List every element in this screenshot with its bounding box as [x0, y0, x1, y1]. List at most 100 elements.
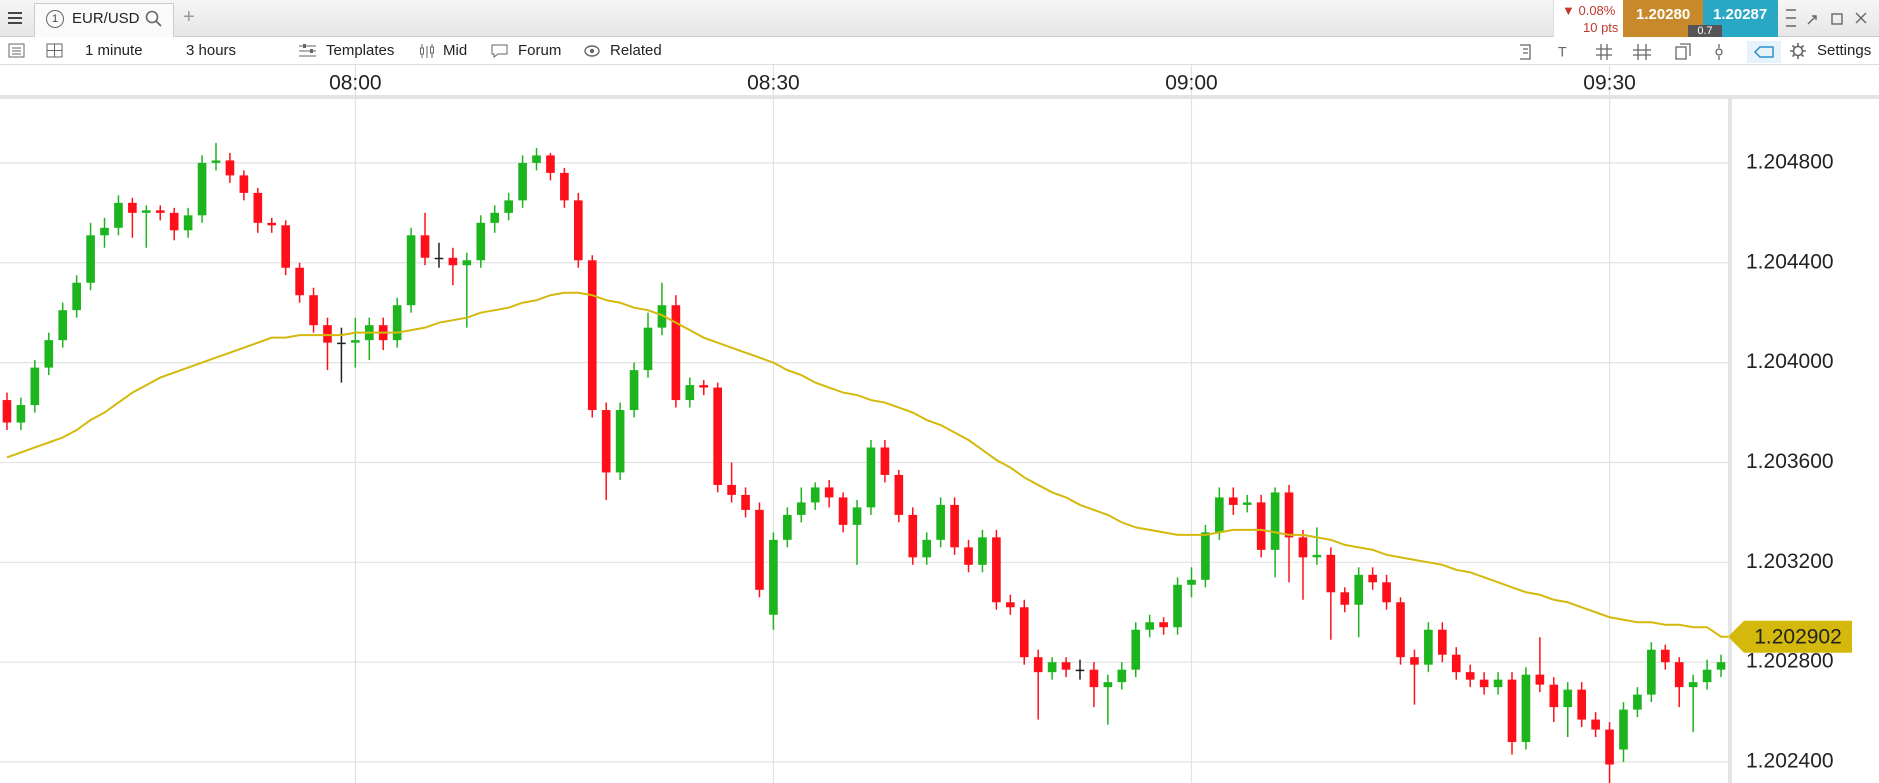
candle-body — [1660, 649, 1670, 663]
candle-body — [504, 200, 513, 213]
candle-body — [1396, 602, 1405, 658]
chart-tools[interactable]: T — [1510, 41, 1810, 63]
candle-body — [629, 370, 639, 411]
candle-body — [880, 447, 890, 475]
candle-body — [1019, 607, 1029, 658]
toolbar: 1 minute 3 hours Templates Mid Forum Rel… — [0, 37, 1879, 65]
candle-body — [755, 509, 764, 590]
change-pct: ▼ 0.08% — [1562, 3, 1616, 18]
candle-body — [1535, 674, 1545, 685]
candle-body — [1702, 669, 1712, 683]
candle-body — [1061, 662, 1071, 670]
axis-separator — [0, 95, 1879, 99]
candle-body — [2, 400, 12, 423]
tab-number: 1 — [46, 10, 64, 28]
candle-body — [518, 162, 527, 201]
forum[interactable]: Forum — [518, 42, 562, 59]
candle-body — [1145, 622, 1154, 630]
candle-body — [866, 447, 876, 508]
candle-body — [1173, 584, 1182, 628]
candle-body — [532, 155, 541, 163]
candle-body — [1089, 669, 1099, 688]
x-tick-label: 09:30 — [1583, 72, 1636, 95]
related[interactable]: Related — [610, 42, 662, 59]
candle-body — [1270, 492, 1280, 550]
ask-price: 1.20287 — [1713, 6, 1768, 23]
candle-body — [852, 507, 862, 525]
candle-body — [1228, 497, 1238, 505]
candle-body — [1117, 669, 1127, 683]
search-icon[interactable] — [145, 10, 163, 28]
candle-body — [1549, 684, 1559, 708]
templates[interactable]: Templates — [326, 42, 395, 59]
related-icon[interactable] — [584, 44, 602, 58]
candle-body — [1006, 602, 1015, 608]
candle-body — [769, 539, 778, 615]
candle-body — [1563, 689, 1573, 708]
candle-body — [462, 260, 472, 266]
price-type[interactable]: Mid — [443, 42, 468, 59]
top-bar: 1 EUR/USD + ▼ 0.08% 10 pts 1.20280 1.202… — [0, 0, 1879, 37]
candle-body — [671, 305, 681, 401]
y-tick-label: 1.204800 — [1746, 150, 1834, 173]
candle-body — [713, 387, 722, 485]
candle-body — [1633, 694, 1642, 710]
candle-body — [1368, 574, 1377, 583]
candle-body — [1688, 682, 1698, 688]
y-tick-label: 1.203600 — [1746, 450, 1834, 473]
candle-body — [894, 474, 904, 515]
x-tick-label: 09:00 — [1165, 72, 1218, 95]
candle-body — [1424, 629, 1433, 665]
interval[interactable]: 1 minute — [85, 42, 143, 59]
candle-body — [796, 502, 806, 515]
candle-body — [16, 405, 26, 423]
candle-body — [908, 514, 918, 558]
candle-body — [741, 494, 750, 510]
candle-body — [1340, 592, 1350, 605]
menu-icon[interactable] — [8, 11, 24, 25]
candle-body — [1382, 582, 1391, 603]
templates-icon[interactable] — [298, 43, 318, 59]
candle-body — [239, 175, 249, 193]
candle-body — [114, 202, 123, 228]
settings[interactable]: Settings — [1817, 42, 1872, 59]
candle-body — [1201, 532, 1210, 580]
y-tick-label: 1.204000 — [1746, 350, 1834, 373]
candle-body — [727, 484, 736, 495]
settings-icon[interactable] — [1790, 43, 1808, 61]
price-type-icon[interactable] — [418, 42, 436, 60]
y-tick-label: 1.202400 — [1746, 750, 1834, 773]
candle-body — [1242, 502, 1252, 505]
candle-body — [601, 410, 611, 473]
candle-body — [323, 325, 332, 343]
candle-body — [1354, 574, 1364, 605]
x-tick-label: 08:30 — [747, 72, 800, 95]
candle-body — [1103, 682, 1113, 688]
layout-icon[interactable] — [46, 43, 64, 59]
candle-body — [1312, 554, 1322, 558]
change-box — [1553, 0, 1624, 37]
candle-body — [936, 504, 945, 540]
candle-body — [476, 222, 486, 261]
candle-body — [267, 222, 277, 226]
candle-body — [337, 342, 346, 345]
candle-body — [922, 539, 932, 558]
candle-body — [560, 172, 569, 201]
candle-body — [657, 305, 667, 328]
last-value-label: 1.202902 — [1754, 625, 1842, 648]
candle-body — [392, 305, 402, 341]
list-icon[interactable] — [8, 43, 26, 59]
candle-body — [1591, 719, 1600, 730]
window-controls[interactable] — [1782, 6, 1879, 32]
candle-body — [1647, 649, 1656, 695]
new-tab[interactable]: + — [183, 6, 195, 28]
chart: 08:00 08:30 09:00 09:301.2024001.2028001.20… — [0, 65, 1879, 783]
candle-body — [1674, 662, 1684, 688]
forum-icon[interactable] — [490, 43, 510, 59]
range[interactable]: 3 hours — [186, 42, 237, 59]
candle-body — [992, 537, 1001, 603]
candle-body — [351, 340, 360, 343]
candle-body — [309, 295, 318, 326]
candle-body — [1451, 654, 1461, 673]
